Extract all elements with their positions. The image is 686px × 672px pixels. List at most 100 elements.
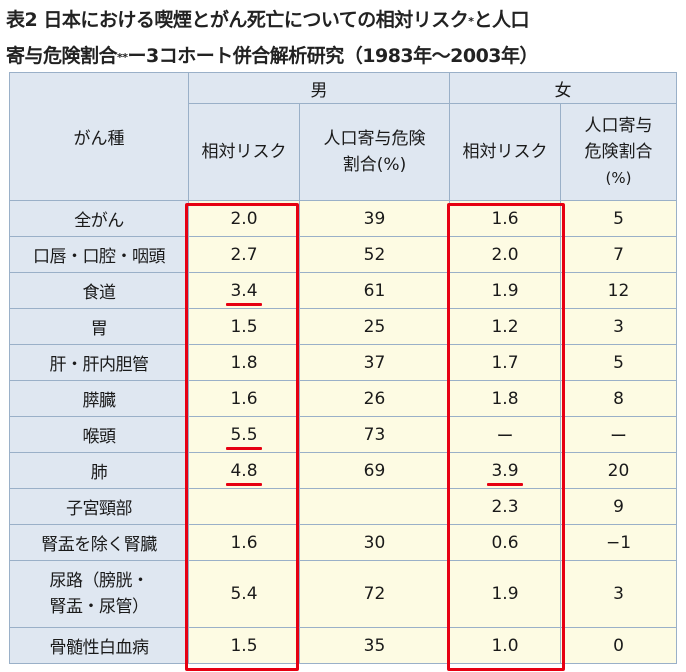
footnote-mark-2: ** bbox=[117, 51, 128, 64]
risk-table: がん種 男 女 相対リスク 人口寄与危険 割合(%) 相対リスク 人口寄与 危険割合… bbox=[9, 72, 677, 664]
cancer-name: 子宮頸部 bbox=[9, 488, 189, 525]
cancer-name: 食道 bbox=[9, 272, 189, 309]
male-rr: 1.5 bbox=[188, 627, 300, 664]
female-rr: 1.9 bbox=[449, 272, 561, 309]
header-female-paf: 人口寄与危険割合 (%) bbox=[560, 103, 677, 201]
cancer-name: 全がん bbox=[9, 200, 189, 237]
male-rr-value: 4.8 bbox=[230, 460, 258, 481]
header-male-paf-l1: 人口寄与危険 bbox=[323, 129, 426, 149]
female-paf: 20 bbox=[560, 452, 677, 489]
header-male: 男 bbox=[188, 72, 450, 104]
table-row: 骨髄性白血病 1.5 35 1.0 0 bbox=[9, 627, 677, 664]
male-rr: 3.4 bbox=[188, 272, 300, 309]
table-row: 食道 3.4 61 1.9 12 bbox=[9, 272, 677, 309]
female-rr: ー bbox=[449, 416, 561, 453]
underlined-value: 5.5 bbox=[226, 424, 262, 450]
header-row-sex: がん種 男 女 bbox=[9, 72, 677, 201]
female-paf: 12 bbox=[560, 272, 677, 309]
header-female-rr: 相対リスク bbox=[449, 103, 561, 201]
cancer-name-line-2: 腎盂・尿管） bbox=[49, 597, 150, 617]
cancer-name: 胃 bbox=[9, 308, 189, 345]
header-cancer-type: がん種 bbox=[9, 72, 189, 201]
male-rr: 1.5 bbox=[188, 308, 300, 345]
male-rr: 4.8 bbox=[188, 452, 300, 489]
cancer-name: 肺 bbox=[9, 452, 189, 489]
female-paf: 5 bbox=[560, 200, 677, 237]
male-paf: 73 bbox=[299, 416, 450, 453]
table-row: 子宮頸部 2.3 9 bbox=[9, 488, 677, 525]
female-paf: ー bbox=[560, 416, 677, 453]
female-rr: 1.0 bbox=[449, 627, 561, 664]
female-rr: 1.7 bbox=[449, 344, 561, 381]
cancer-name: 口唇・口腔・咽頭 bbox=[9, 236, 189, 273]
male-paf: 25 bbox=[299, 308, 450, 345]
title-text-2: 寄与危険割合 bbox=[6, 45, 118, 67]
title-text-2-end: ー3コホート併合解析研究（1983年～2003年） bbox=[127, 45, 539, 67]
male-rr: 2.7 bbox=[188, 236, 300, 273]
female-paf: 3 bbox=[560, 560, 677, 628]
female-paf: 5 bbox=[560, 344, 677, 381]
male-paf: 37 bbox=[299, 344, 450, 381]
cancer-name: 腎盂を除く腎臓 bbox=[9, 524, 189, 561]
female-paf: 8 bbox=[560, 380, 677, 417]
male-rr-value: 5.5 bbox=[230, 424, 258, 445]
male-paf: 26 bbox=[299, 380, 450, 417]
table-row: 喉頭 5.5 73 ー ー bbox=[9, 416, 677, 453]
red-underline bbox=[487, 482, 523, 486]
cancer-name-line-1: 尿路（膀胱・ bbox=[49, 571, 150, 591]
title-text-1: 表2 日本における喫煙とがん死亡についての相対リスク bbox=[6, 9, 469, 31]
male-paf bbox=[299, 488, 450, 525]
header-female: 女 bbox=[449, 72, 677, 104]
table-row: 全がん 2.0 39 1.6 5 bbox=[9, 200, 677, 237]
header-female-paf-l3: (%) bbox=[605, 169, 632, 187]
underlined-value: 3.4 bbox=[226, 280, 262, 306]
title-line-2: 寄与危険割合**ー3コホート併合解析研究（1983年～2003年） bbox=[6, 38, 682, 74]
female-paf: 9 bbox=[560, 488, 677, 525]
male-rr: 5.4 bbox=[188, 560, 300, 628]
title-line-1: 表2 日本における喫煙とがん死亡についての相対リスク*と人口 bbox=[6, 2, 682, 38]
female-paf: 3 bbox=[560, 308, 677, 345]
male-paf: 35 bbox=[299, 627, 450, 664]
cancer-name: 膵臓 bbox=[9, 380, 189, 417]
male-rr: 1.6 bbox=[188, 524, 300, 561]
female-rr: 0.6 bbox=[449, 524, 561, 561]
male-rr: 5.5 bbox=[188, 416, 300, 453]
cancer-name: 肝・肝内胆管 bbox=[9, 344, 189, 381]
cancer-name: 尿路（膀胱・ 腎盂・尿管） bbox=[9, 560, 189, 628]
table-row: 尿路（膀胱・ 腎盂・尿管） 5.4 72 1.9 3 bbox=[9, 560, 677, 628]
female-paf: 0 bbox=[560, 627, 677, 664]
underlined-value: 3.9 bbox=[487, 460, 523, 486]
female-rr: 1.9 bbox=[449, 560, 561, 628]
female-paf: 7 bbox=[560, 236, 677, 273]
red-underline bbox=[226, 482, 262, 486]
header-male-rr: 相対リスク bbox=[188, 103, 300, 201]
male-rr: 1.8 bbox=[188, 344, 300, 381]
male-paf: 72 bbox=[299, 560, 450, 628]
table-row: 肝・肝内胆管 1.8 37 1.7 5 bbox=[9, 344, 677, 381]
cancer-name: 骨髄性白血病 bbox=[9, 627, 189, 664]
table-row: 膵臓 1.6 26 1.8 8 bbox=[9, 380, 677, 417]
male-paf: 39 bbox=[299, 200, 450, 237]
title-text-1-end: と人口 bbox=[473, 9, 530, 31]
male-paf: 61 bbox=[299, 272, 450, 309]
female-rr: 1.8 bbox=[449, 380, 561, 417]
male-paf: 69 bbox=[299, 452, 450, 489]
female-rr: 1.6 bbox=[449, 200, 561, 237]
female-rr: 1.2 bbox=[449, 308, 561, 345]
table-row: 肺 4.8 69 3.9 20 bbox=[9, 452, 677, 489]
header-male-paf: 人口寄与危険 割合(%) bbox=[299, 103, 450, 201]
red-underline bbox=[226, 446, 262, 450]
male-rr bbox=[188, 488, 300, 525]
male-paf: 30 bbox=[299, 524, 450, 561]
male-rr-value: 3.4 bbox=[230, 280, 258, 301]
red-underline bbox=[226, 302, 262, 306]
table-row: 胃 1.5 25 1.2 3 bbox=[9, 308, 677, 345]
male-rr: 2.0 bbox=[188, 200, 300, 237]
male-rr: 1.6 bbox=[188, 380, 300, 417]
female-rr-value: 3.9 bbox=[491, 460, 519, 481]
header-female-paf-l2: 危険割合 bbox=[584, 142, 653, 162]
cancer-name: 喉頭 bbox=[9, 416, 189, 453]
table-title: 表2 日本における喫煙とがん死亡についての相対リスク*と人口 寄与危険割合**ー… bbox=[6, 2, 682, 74]
header-female-paf-l1: 人口寄与 bbox=[584, 116, 653, 136]
female-paf: −1 bbox=[560, 524, 677, 561]
